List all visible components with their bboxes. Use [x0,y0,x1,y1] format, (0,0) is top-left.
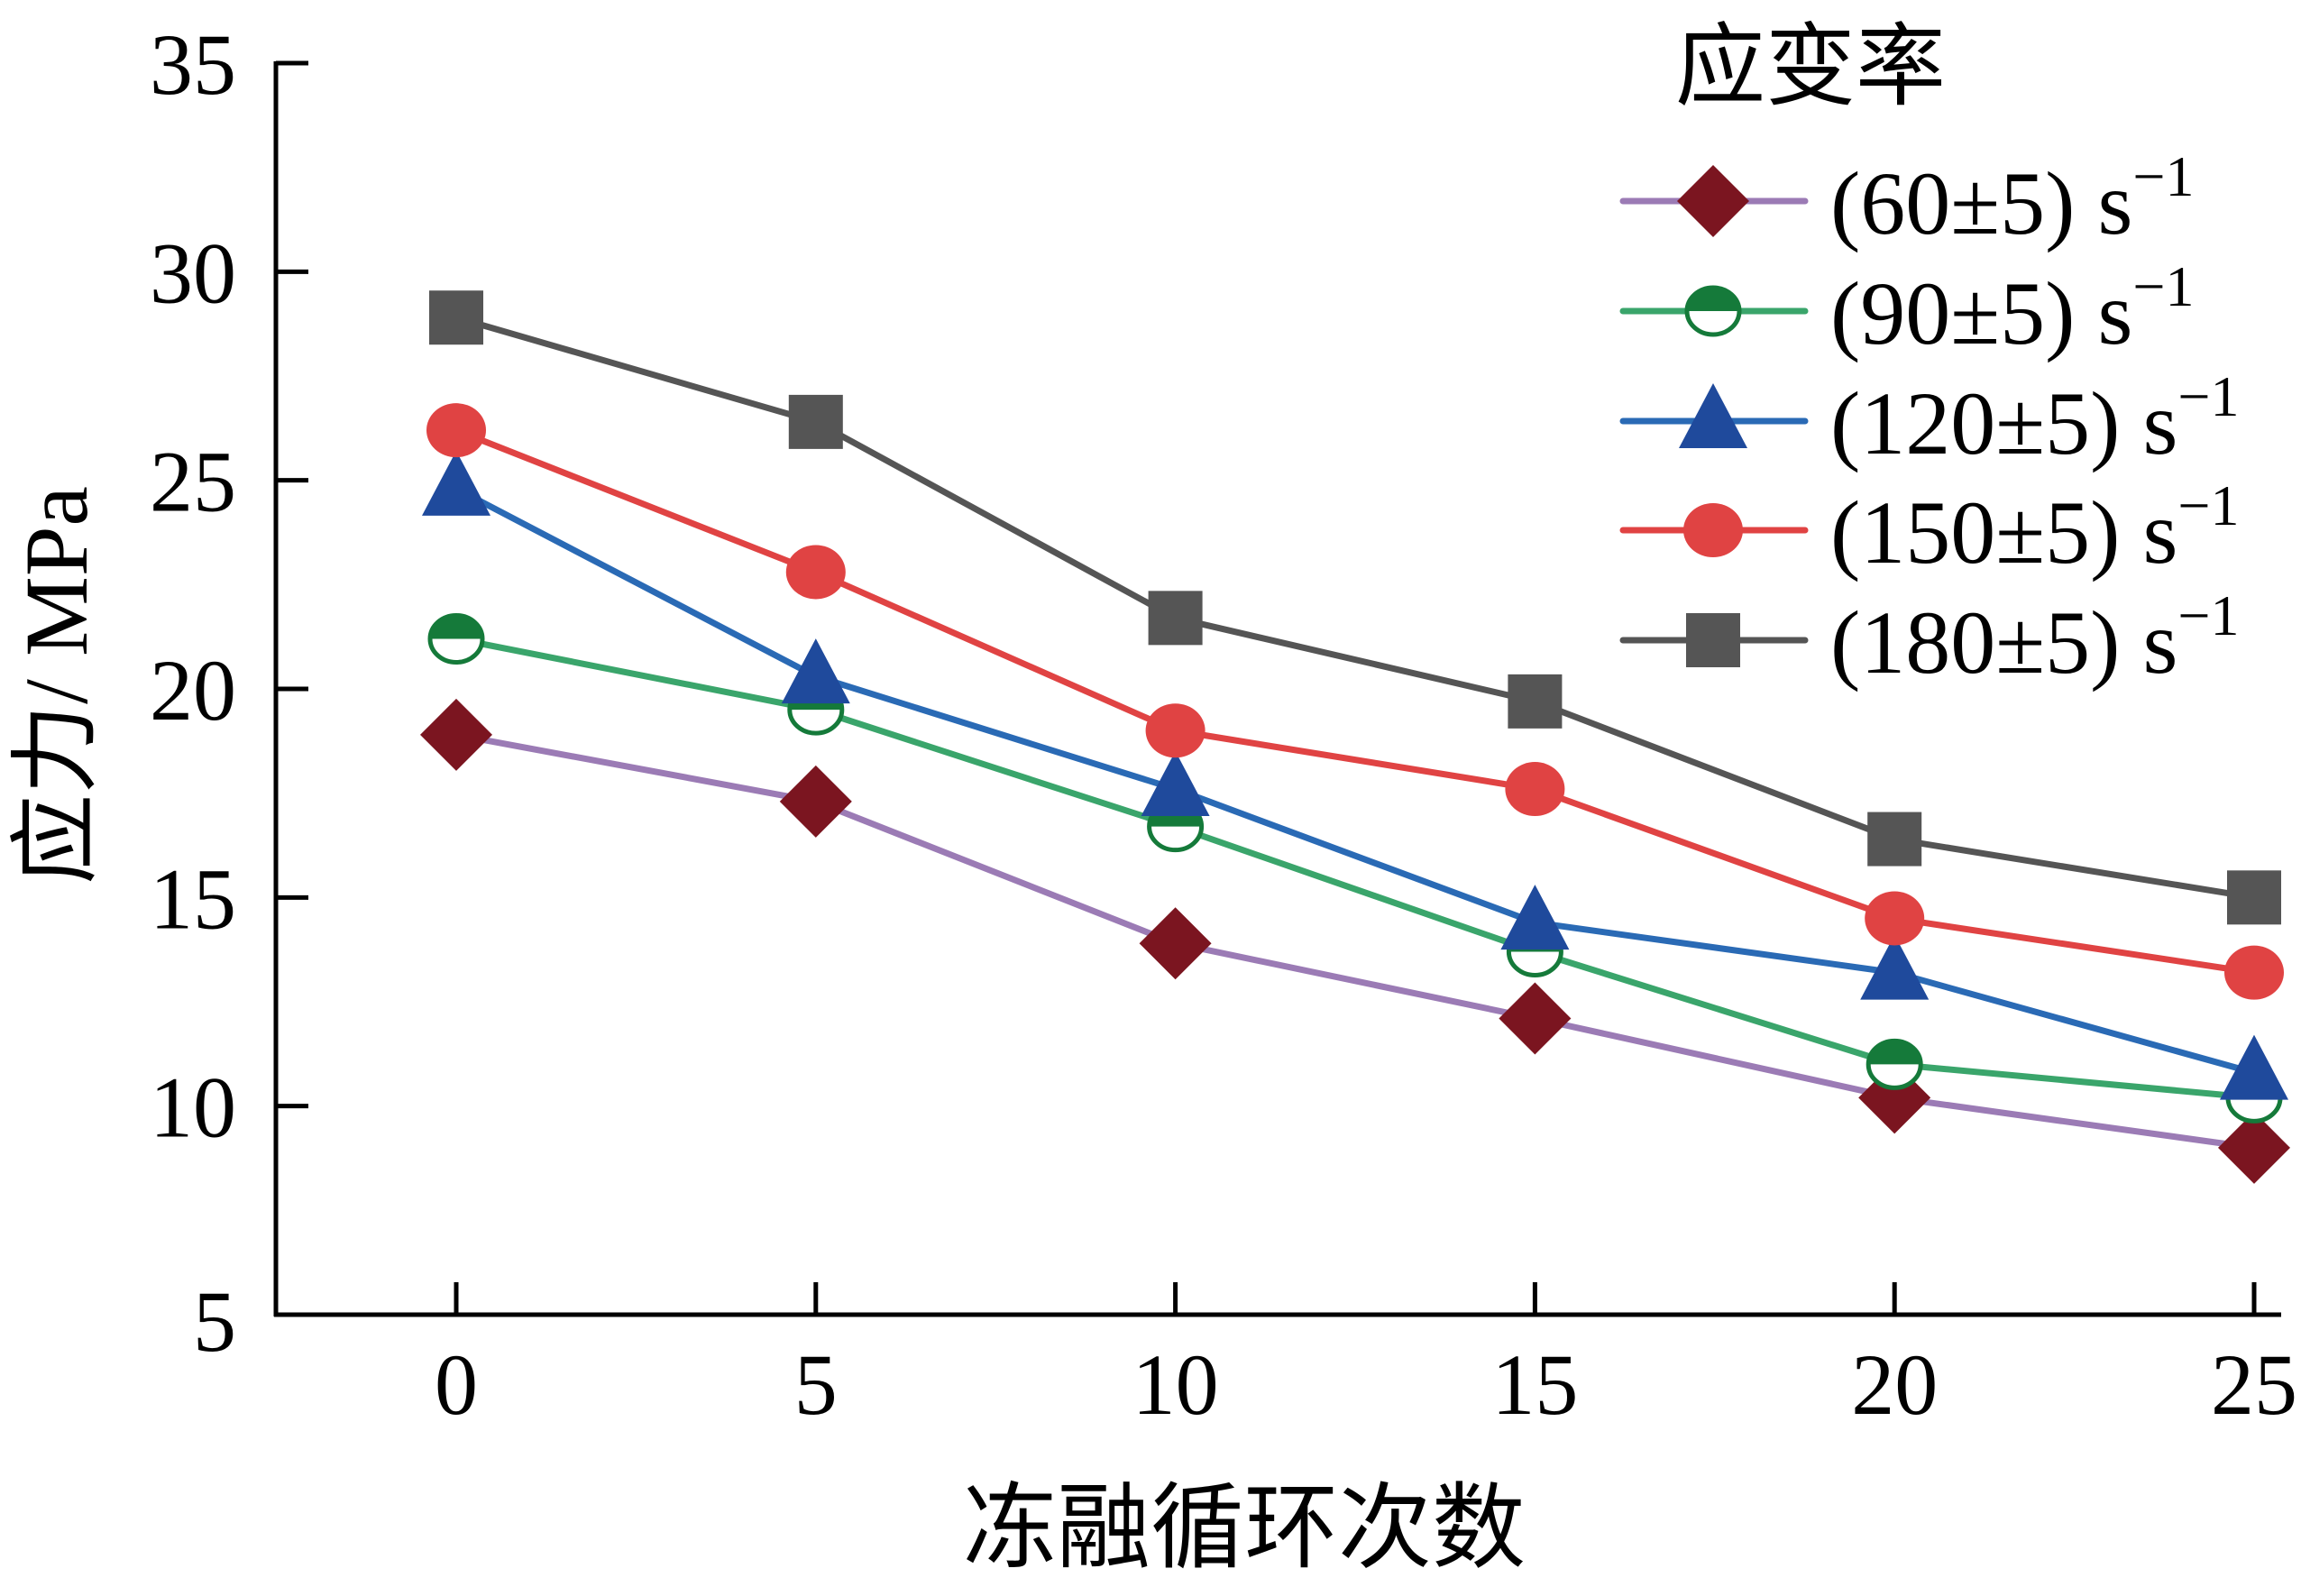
legend-item: (90±5) s−1 [1619,254,2195,363]
legend: 应变率 (60±5) s−1(90±5) s−1(120±5) s−1(150±… [1619,17,2240,693]
legend-label-superscript: −1 [2177,583,2239,647]
x-tick-label: 20 [1851,1336,1938,1433]
legend-title: 应变率 [1675,17,1946,117]
data-point-marker [1148,591,1203,646]
x-tick-label: 5 [794,1336,838,1433]
data-point-marker [781,638,850,704]
data-point-marker [1499,982,1572,1055]
x-axis-label: 冻融循环次数 [963,1477,1526,1581]
series-line [455,314,2255,901]
legend-item: (60±5) s−1 [1619,144,2195,253]
data-point-marker [1867,812,1922,867]
data-point-marker [426,403,486,458]
series-line [455,636,2255,1101]
legend-item: (120±5) s−1 [1619,364,2240,473]
data-point-marker [1505,762,1565,817]
legend-label: (60±5) s−1 [1830,144,2195,253]
legend-item: (150±5) s−1 [1619,473,2240,582]
x-tick-label: 25 [2211,1336,2297,1433]
legend-label-text: (60±5) s [1830,153,2132,253]
data-point-marker [2220,1034,2288,1100]
legend-label-superscript: −1 [2132,144,2194,208]
x-tick-label: 15 [1491,1336,1578,1433]
y-ticks: 5 10 15 20 25 30 35 [150,16,308,1370]
legend-marker-diamond-icon [1677,165,1749,237]
legend-label-text: (150±5) s [1830,482,2177,582]
legend-label: (120±5) s−1 [1830,364,2240,473]
y-tick-label: 30 [150,225,236,321]
legend-label-superscript: −1 [2177,473,2239,537]
y-tick-label: 5 [193,1273,236,1370]
legend-label: (90±5) s−1 [1830,254,2195,363]
y-tick-label: 35 [150,16,236,113]
series-line [455,731,2255,1151]
series-line [454,485,2255,1077]
data-point-marker [1145,703,1206,758]
data-point-marker [2218,1111,2290,1184]
y-tick-label: 10 [150,1059,236,1156]
x-ticks: 0 5 10 15 20 25 [435,1282,2297,1433]
data-point-marker [422,450,490,516]
legend-label: (150±5) s−1 [1830,473,2240,582]
legend-marker-square-icon [1686,613,1740,667]
series-group [420,290,2290,1184]
data-point-marker [788,394,843,449]
data-point-marker [1508,674,1563,729]
data-point-marker [1860,934,1930,1000]
data-point-marker [427,612,485,665]
y-tick-label: 25 [150,434,236,530]
data-point-marker [429,290,483,345]
data-point-marker [1866,1038,1923,1090]
legend-label-text: (90±5) s [1830,263,2132,363]
data-point-marker [785,545,846,600]
legend-label-text: (180±5) s [1830,592,2177,693]
legend-label-superscript: −1 [2132,254,2194,318]
series-0 [420,698,2290,1184]
legend-label-text: (120±5) s [1830,373,2177,473]
data-point-marker [1141,751,1210,817]
data-point-marker [1139,907,1212,980]
x-tick-label: 10 [1132,1336,1219,1433]
y-tick-label: 20 [150,642,236,738]
series-2 [422,450,2288,1100]
data-point-marker [1500,885,1570,950]
y-axis-label: 应力/ MPa [6,486,106,885]
x-tick-label: 0 [435,1336,478,1433]
data-point-marker [2227,870,2281,925]
legend-marker-half-circle-icon [1684,285,1742,337]
legend-label: (180±5) s−1 [1830,583,2240,693]
series-3 [426,403,2284,1000]
legend-marker-triangle-icon [1679,383,1747,448]
legend-marker-circle-icon [1683,503,1743,557]
data-point-marker [420,698,492,771]
legend-item: (180±5) s−1 [1619,583,2240,693]
data-point-marker [2224,945,2284,1000]
legend-label-superscript: −1 [2177,364,2239,428]
y-tick-label: 15 [150,850,236,947]
data-point-marker [1865,891,1925,946]
series-4 [429,290,2281,925]
data-point-marker [779,765,852,838]
series-line [454,427,2255,977]
